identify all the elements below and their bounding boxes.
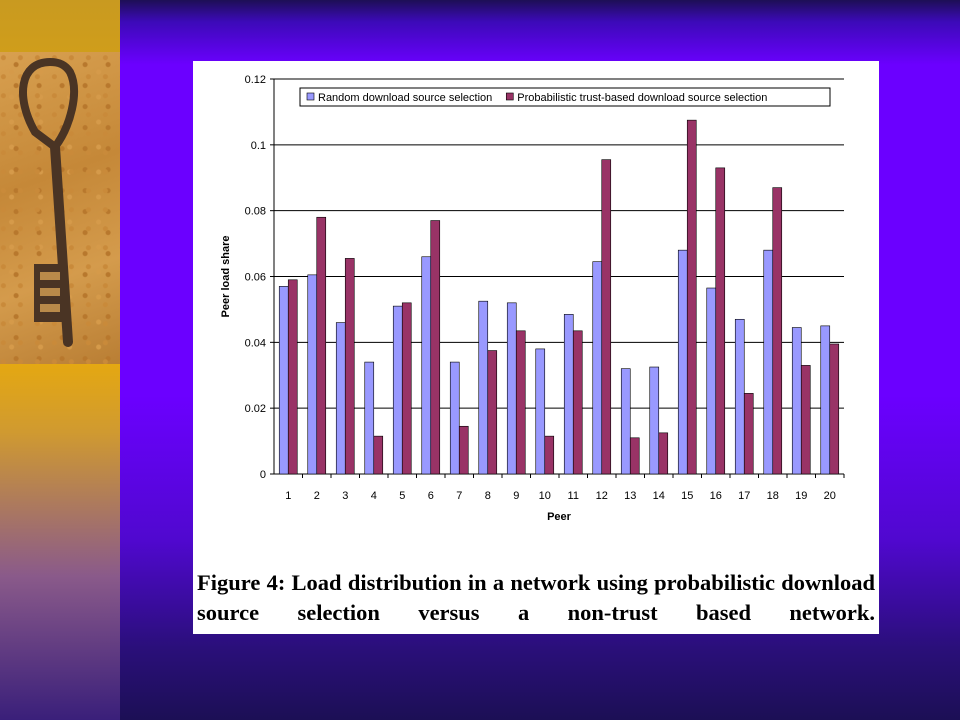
- x-tick-label: 19: [795, 490, 807, 502]
- x-tick-label: 14: [653, 490, 665, 502]
- bar-series-2: [658, 432, 669, 475]
- bar-series-2: [601, 159, 612, 475]
- bar-series-2: [487, 350, 498, 475]
- legend-swatch-2: [505, 92, 514, 101]
- bar-series-2: [430, 220, 441, 475]
- bar-series-2: [458, 425, 469, 475]
- y-axis-title: Peer load share: [220, 236, 232, 318]
- x-tick-label: 9: [513, 490, 519, 502]
- bar-series-2: [373, 435, 384, 475]
- key-photo: [0, 52, 120, 364]
- x-tick-label: 20: [824, 490, 836, 502]
- legend-label-2: Probabilistic trust-based download sourc…: [517, 92, 767, 104]
- bar-series-1: [364, 361, 375, 475]
- bar-series-1: [307, 274, 318, 475]
- x-tick-label: 10: [539, 490, 551, 502]
- x-tick-label: 4: [371, 490, 377, 502]
- bar-series-2: [772, 187, 783, 475]
- y-tick-label: 0.08: [245, 206, 266, 218]
- legend-swatch-1: [306, 92, 315, 101]
- bar-series-1: [592, 261, 603, 475]
- x-tick-label: 5: [399, 490, 405, 502]
- x-tick-label: 11: [568, 490, 579, 502]
- y-tick-label: 0.12: [245, 74, 266, 86]
- bar-series-1: [763, 249, 774, 475]
- bar-series-1: [478, 300, 489, 475]
- figure-caption: Figure 4: Load distribution in a network…: [197, 570, 875, 625]
- bar-series-2: [686, 119, 697, 475]
- y-tick-label: 0.1: [251, 140, 266, 152]
- bar-series-2: [344, 258, 355, 475]
- y-tick-label: 0.06: [245, 272, 266, 284]
- x-tick-label: 16: [710, 490, 722, 502]
- x-tick-label: 2: [314, 490, 320, 502]
- bar-series-1: [421, 256, 432, 475]
- bar-series-1: [706, 287, 717, 475]
- bar-series-1: [563, 314, 574, 475]
- bar-series-1: [791, 327, 802, 475]
- bar-series-1: [278, 286, 289, 475]
- bar-series-1: [335, 322, 346, 475]
- bar-chart: Peer load share Peer 0 0.02 0.04 0.06 0.08 0.…: [220, 74, 845, 523]
- bar-series-2: [401, 302, 412, 475]
- y-tick-label: 0.04: [245, 337, 266, 349]
- bar-series-2: [743, 393, 754, 475]
- y-tick-label: 0: [260, 469, 266, 481]
- figure-panel: Peer load share Peer 0 0.02 0.04 0.06 0.08 0.…: [193, 61, 879, 634]
- bar-series-2: [544, 435, 555, 475]
- x-tick-label: 12: [596, 490, 608, 502]
- bar-series-2: [715, 167, 726, 475]
- x-tick-label: 8: [485, 490, 491, 502]
- bar-series-1: [535, 348, 546, 475]
- bar-series-1: [620, 368, 631, 475]
- bar-series-1: [649, 366, 660, 475]
- x-tick-label: 17: [738, 490, 750, 502]
- bar-series-2: [572, 330, 583, 475]
- bar-series-2: [316, 216, 327, 475]
- bar-series-1: [820, 325, 831, 475]
- bar-series-2: [287, 279, 298, 475]
- bar-series-1: [449, 361, 460, 475]
- y-tick-label: 0.02: [245, 403, 266, 415]
- legend-label-1: Random download source selection: [318, 92, 492, 104]
- bar-series-2: [829, 343, 840, 475]
- bar-series-1: [734, 318, 745, 475]
- legend-box: [299, 87, 831, 107]
- bar-series-1: [677, 249, 688, 475]
- x-tick-label: 15: [681, 490, 693, 502]
- key-icon: [19, 57, 79, 347]
- x-tick-label: 6: [428, 490, 434, 502]
- x-tick-label: 3: [342, 490, 348, 502]
- bar-series-1: [392, 305, 403, 475]
- bar-series-2: [515, 330, 526, 475]
- bar-series-1: [506, 302, 517, 475]
- x-tick-label: 7: [456, 490, 462, 502]
- x-tick-label: 1: [285, 490, 291, 502]
- x-axis-title: Peer: [547, 511, 572, 523]
- bar-series-2: [800, 365, 811, 475]
- x-tick-label: 18: [767, 490, 779, 502]
- bar-series-2: [629, 437, 640, 475]
- x-tick-label: 13: [624, 490, 636, 502]
